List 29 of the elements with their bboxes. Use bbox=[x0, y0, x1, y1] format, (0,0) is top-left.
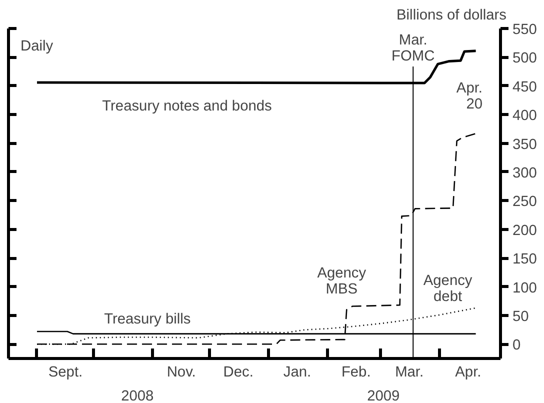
y-tick-label: 500 bbox=[512, 50, 537, 67]
text: 2009 bbox=[367, 388, 400, 403]
series-label: Treasury notes and bonds bbox=[102, 98, 272, 114]
y-tick-label: 0 bbox=[512, 338, 521, 354]
x-tick-label: Nov. bbox=[166, 364, 196, 380]
y-axis-title: Billions of dollars bbox=[396, 8, 507, 24]
y-tick-label: 100 bbox=[512, 280, 537, 296]
x-tick-label: Sept. bbox=[48, 364, 83, 380]
series-label: Treasury bills bbox=[104, 312, 191, 328]
y-tick-label: 150 bbox=[512, 252, 537, 268]
x-tick-label: Feb. bbox=[341, 364, 371, 380]
x-tick-label: Mar. bbox=[395, 364, 424, 380]
y-tick-label: 200 bbox=[512, 222, 537, 239]
y-tick-label: 250 bbox=[512, 194, 537, 210]
series-label: Agency MBS bbox=[317, 266, 367, 298]
y-tick-label: 550 bbox=[512, 22, 537, 38]
ref-line-label: Mar. FOMC bbox=[392, 32, 436, 64]
series-label: Agency debt bbox=[423, 272, 473, 305]
x-tick-label: Dec. bbox=[223, 364, 254, 380]
text: 2008 bbox=[121, 388, 154, 403]
y-tick-label: 50 bbox=[512, 308, 529, 325]
y-tick-label: 350 bbox=[512, 136, 537, 153]
y-tick-label: 450 bbox=[512, 79, 537, 96]
annotation: Daily bbox=[20, 38, 54, 54]
y-tick-label: 300 bbox=[512, 165, 537, 182]
x-tick-label: Jan. bbox=[283, 364, 312, 380]
x-tick-label: Apr. bbox=[455, 364, 482, 380]
y-tick-label: 400 bbox=[512, 108, 537, 124]
annotation: Apr. 20 bbox=[456, 80, 483, 112]
